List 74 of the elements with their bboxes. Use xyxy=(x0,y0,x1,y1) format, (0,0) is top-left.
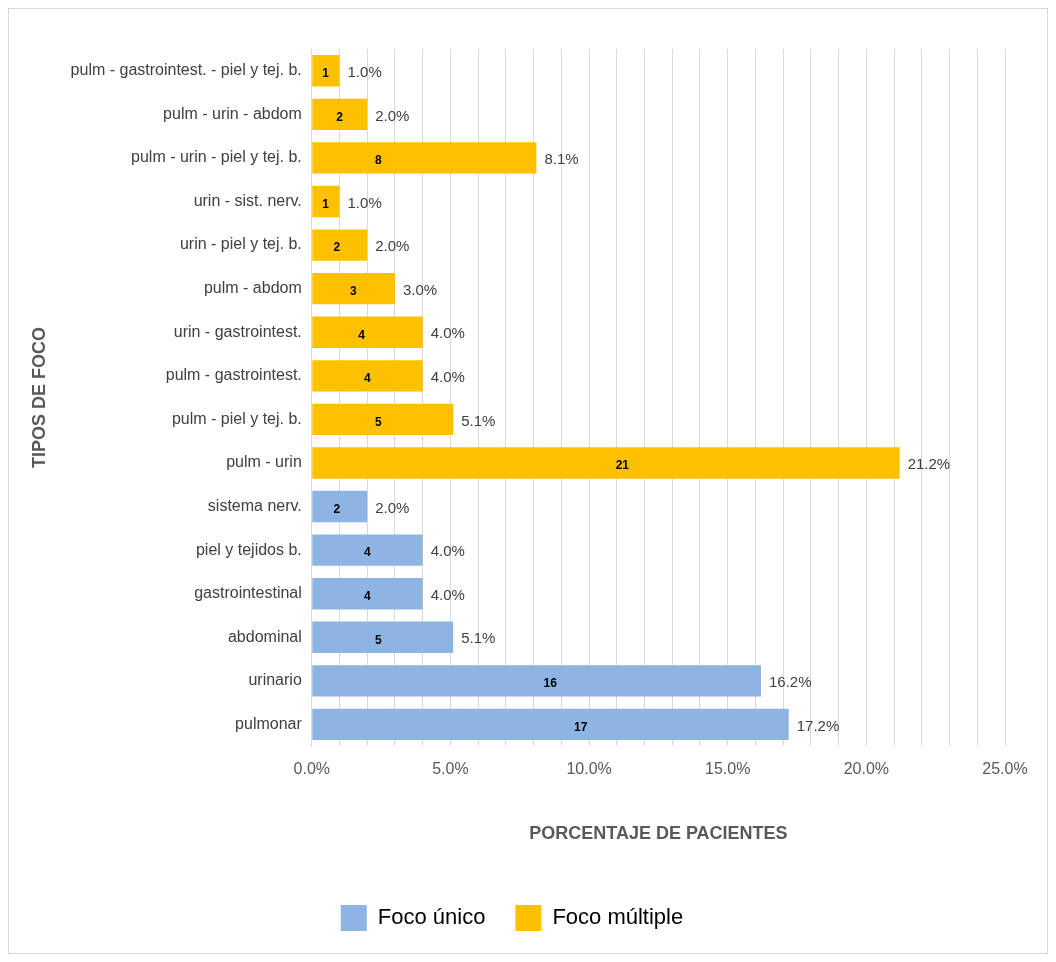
bar xyxy=(312,708,789,741)
annotation: 4 xyxy=(363,589,371,603)
annotation: 1 xyxy=(322,196,330,211)
y-tick-label: urin - piel y tej. b. xyxy=(179,235,302,253)
data-label: 4.0% xyxy=(430,367,465,385)
bar xyxy=(312,98,368,131)
annotation: 21 xyxy=(615,458,630,473)
data-label: 5.1% xyxy=(461,411,496,429)
data-label: 2.0% xyxy=(375,106,410,124)
y-tick-label: urin - gastrointest. xyxy=(173,322,302,340)
x-tick-label: 15.0% xyxy=(705,760,751,778)
bar xyxy=(312,360,423,392)
bar xyxy=(312,142,537,174)
data-label: 16.2% xyxy=(768,672,812,690)
data-label: 5.1% xyxy=(461,629,496,647)
bar xyxy=(312,229,368,261)
annotation: 16 xyxy=(543,676,558,691)
annotation: 2 xyxy=(333,501,341,516)
y-tick-label: urinario xyxy=(248,671,302,689)
y-tick-label: pulmonar xyxy=(235,714,303,732)
x-tick-label: 5.0% xyxy=(432,760,469,778)
annotation: 2 xyxy=(336,109,344,124)
y-tick-label: pulm - gastrointest. - piel y tej. b. xyxy=(70,61,302,79)
x-tick-label: 25.0% xyxy=(982,760,1028,778)
annotation: 1 xyxy=(322,66,330,81)
data-label: 2.0% xyxy=(375,498,410,516)
bar xyxy=(312,534,423,566)
annotation: 5 xyxy=(375,414,383,429)
annotation: 4 xyxy=(363,371,371,386)
bar xyxy=(312,578,423,610)
x-tick-label: 10.0% xyxy=(566,760,612,778)
y-tick-label: pulm - urin - abdom xyxy=(163,104,302,122)
bar xyxy=(312,665,761,697)
bar xyxy=(312,447,900,479)
x-axis-title: PORCENTAJE DE PACIENTES xyxy=(529,823,788,844)
data-label: 8.1% xyxy=(544,150,579,168)
bar xyxy=(312,316,423,348)
data-label: 21.2% xyxy=(907,455,951,473)
x-tick-label: 20.0% xyxy=(843,760,890,778)
data-label: 4.0% xyxy=(430,542,465,560)
y-tick-label: gastrointestinal xyxy=(194,584,302,602)
y-tick-label: pulm - piel y tej. b. xyxy=(171,409,302,427)
bar xyxy=(312,185,340,218)
x-tick-label: 0.0% xyxy=(293,760,331,778)
annotation: 4 xyxy=(358,327,366,342)
y-tick-label: pulm - urin - piel y tej. b. xyxy=(131,148,302,166)
data-label: 3.0% xyxy=(402,280,438,298)
data-label: 1.0% xyxy=(347,193,382,211)
data-label: 17.2% xyxy=(796,716,840,734)
y-tick-label: piel y tejidos b. xyxy=(195,540,302,558)
legend-label: Foco múltiple xyxy=(552,904,684,930)
bar xyxy=(312,490,368,523)
legend-label: Foco único xyxy=(377,904,486,930)
y-tick-label: urin - sist. nerv. xyxy=(193,191,302,209)
bar xyxy=(312,272,395,305)
data-label: 4.0% xyxy=(430,324,465,342)
y-tick-label: pulm - urin xyxy=(226,453,302,471)
annotation: 2 xyxy=(333,240,341,255)
annotation: 17 xyxy=(574,719,588,734)
data-label: 2.0% xyxy=(375,237,410,255)
annotation: 5 xyxy=(375,632,383,647)
data-label: 4.0% xyxy=(430,585,465,603)
annotation: 8 xyxy=(375,153,383,168)
y-axis-title: TIPOS DE FOCO xyxy=(28,327,49,469)
y-tick-label: sistema nerv. xyxy=(207,496,302,514)
y-tick-label: pulm - gastrointest. xyxy=(165,366,302,384)
annotation: 3 xyxy=(350,283,358,298)
bar xyxy=(312,621,454,653)
bar xyxy=(312,403,454,436)
annotation: 4 xyxy=(363,545,371,560)
bar xyxy=(312,55,340,87)
y-tick-label: abdominal xyxy=(227,627,302,645)
data-label: 1.0% xyxy=(347,62,382,80)
y-tick-label: pulm - abdom xyxy=(203,279,302,297)
